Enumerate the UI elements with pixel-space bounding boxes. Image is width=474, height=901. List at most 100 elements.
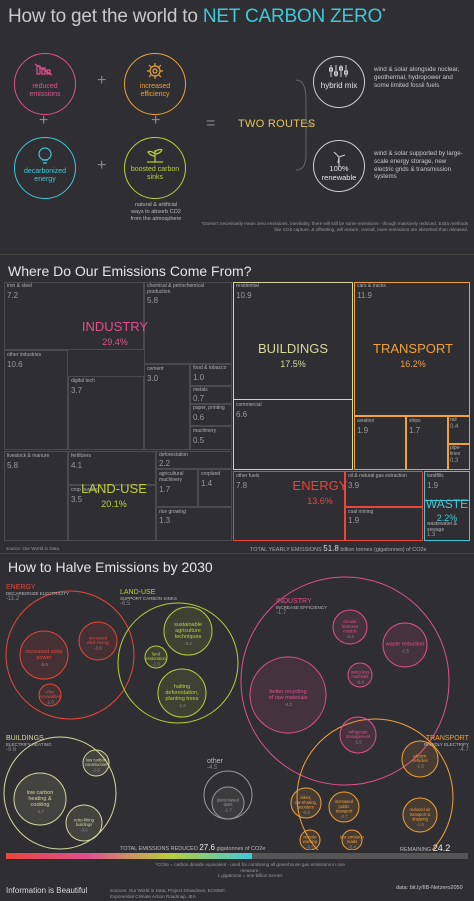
industry-bubble xyxy=(240,576,450,786)
solution-bubble-label: deforestation, xyxy=(165,690,199,696)
total-reduced-label: TOTAL EMISSIONS REDUCED xyxy=(120,846,198,852)
decarbonized-energy-circle: decarbonized energy xyxy=(14,137,76,199)
treemap-cell xyxy=(156,451,232,469)
plus-sign: + xyxy=(97,157,107,174)
solution-bubble-value: -3.2 xyxy=(184,641,192,646)
solution-bubble-circle xyxy=(339,716,377,754)
solution-bubble-label: working xyxy=(303,839,318,844)
increased-efficiency-label: increased efficiency xyxy=(139,83,171,99)
data-link[interactable]: data: bit.ly/IIB-Netzero2050 xyxy=(396,885,463,891)
solution-bubble-circle xyxy=(144,645,168,669)
group-name: ENERGY xyxy=(292,478,348,493)
solution-bubble-label: management xyxy=(346,734,371,739)
wind-turbine-icon xyxy=(333,151,346,167)
cell-value-rice: 1.3 xyxy=(159,516,171,525)
cell-value-cars-trucks: 11.9 xyxy=(357,291,372,300)
solution-bubble-circle xyxy=(328,791,360,823)
solution-bubble-value: -0.7 xyxy=(340,814,348,819)
transport-group-header: TRANSPORT RAPIDLY ELECTRIFY -4.7 xyxy=(424,735,469,753)
solution-bubble-label: waste reduction xyxy=(385,642,425,648)
group-value: -4.5 xyxy=(207,765,218,771)
cell-value-agri-machinery: 1.7 xyxy=(159,485,171,494)
decarbonized-energy-label: decarbonized energy xyxy=(23,168,67,184)
solution-bubble-label: shipping xyxy=(412,816,428,821)
group-value: 2.2 xyxy=(436,513,450,524)
group-name: BUILDINGS xyxy=(257,341,329,356)
landuse-bubble xyxy=(117,602,239,724)
group-value: -1.7 xyxy=(276,610,287,616)
solution-bubble-label: other xyxy=(45,689,55,694)
solution-bubble-label: low carbon xyxy=(86,757,107,762)
solution-bubble-label: planting trees xyxy=(165,696,198,702)
solution-bubble-label: restoration xyxy=(146,656,166,661)
solution-bubble-circle xyxy=(163,606,213,656)
cell-label-commercial: commercial xyxy=(236,402,262,408)
other-group-header: other -4.5 xyxy=(207,758,223,771)
cell-value-fertilizers: 4.1 xyxy=(71,461,83,470)
buildings-bubble xyxy=(3,736,117,850)
solution-bubble-circle xyxy=(402,797,438,833)
cell-value-machinery: 0.5 xyxy=(193,436,205,445)
treemap-cell xyxy=(406,416,448,470)
solution-bubble-label: remote xyxy=(303,834,317,839)
cell-value-aviation: 1.9 xyxy=(357,426,369,435)
buildings-group-header: BUILDINGS ELECTRIFY HEATING -9.6 xyxy=(6,735,52,753)
solution-bubble-value: -1.8 xyxy=(178,703,186,708)
energy-group-header: ENERGY DECARBONIZE ELECTRICITY -11.2 xyxy=(6,584,69,602)
group-value: 20.1 xyxy=(101,499,119,510)
cell-label-residential: residential xyxy=(236,283,259,289)
group-subtitle: RAPIDLY ELECTRIFY xyxy=(424,742,469,747)
solution-bubble: waste reduction-1.5 xyxy=(382,622,428,668)
solution-bubble-label: wind energy xyxy=(87,640,110,645)
treemap-cell xyxy=(190,404,232,426)
treemap-cell xyxy=(68,451,156,485)
solution-bubble-label: buildings xyxy=(76,822,93,827)
gear-icon xyxy=(147,63,163,79)
carbon-sinks-note: natural & artificial ways to absorb CO2 … xyxy=(130,202,182,222)
total-reduced-unit: gigatonnes of CO2e xyxy=(216,846,266,852)
solution-bubble-label: public xyxy=(339,804,350,809)
group-name: LAND-USE xyxy=(81,481,147,496)
cell-value-residential: 10.9 xyxy=(236,291,252,300)
emissions-source-heading: Where Do Our Emissions Come From? xyxy=(8,263,252,279)
cell-value-metals: 0.7 xyxy=(193,394,205,403)
group-name: WASTE xyxy=(425,497,469,511)
routes-bracket xyxy=(295,79,315,171)
group-name: ENERGY xyxy=(6,584,36,591)
solution-bubble-label: increased xyxy=(89,635,108,640)
treemap-cell xyxy=(144,364,190,450)
solution-bubble-value: -5.6 xyxy=(40,662,48,667)
boosted-carbon-sinks-label: boosted carbon sinks xyxy=(130,166,180,182)
treemap-cell xyxy=(190,386,232,404)
co2e-notes: *CO2e = carbon dioxide equivalent - used… xyxy=(150,862,350,879)
treemap-cell xyxy=(354,416,406,470)
cell-value-cement: 3.0 xyxy=(147,374,159,383)
solution-bubble-circle xyxy=(401,740,439,778)
solution-bubble-circle xyxy=(249,656,327,734)
cell-label-cropland: cropland xyxy=(201,471,221,477)
solution-bubble-label: electric xyxy=(413,753,426,758)
cell-value-deforestation: 2.2 xyxy=(159,459,171,468)
industry-group-header: INDUSTRY INCREASE EFFICIENCY -1.7 xyxy=(276,598,327,616)
plant-icon xyxy=(147,148,163,163)
solution-bubble-circle xyxy=(299,829,321,850)
cell-label-cars-trucks: cars & trucks xyxy=(357,283,386,289)
treemap-cell xyxy=(4,350,68,450)
solution-bubble-value: -1.4 xyxy=(346,634,354,639)
group-value: 13.6 xyxy=(307,496,325,507)
cell-label-deforestation: deforestation xyxy=(159,452,188,458)
group-name: INDUSTRY xyxy=(81,319,149,334)
group-name: TRANSPORT xyxy=(425,735,469,742)
